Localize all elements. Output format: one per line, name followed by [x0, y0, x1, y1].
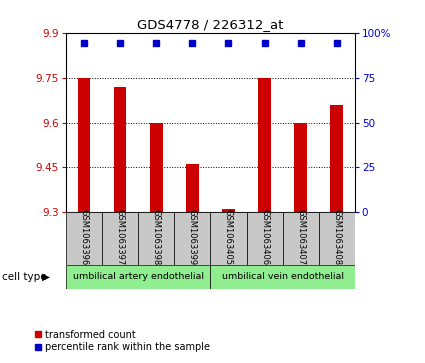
Bar	[186, 164, 198, 212]
Text: GSM1063399: GSM1063399	[188, 209, 197, 265]
Text: GSM1063406: GSM1063406	[260, 209, 269, 265]
Bar	[102, 212, 138, 265]
Bar	[114, 86, 126, 212]
Text: umbilical vein endothelial: umbilical vein endothelial	[221, 272, 344, 281]
Bar	[246, 212, 283, 265]
Text: GSM1063396: GSM1063396	[79, 209, 88, 265]
Bar	[283, 212, 319, 265]
Bar	[222, 209, 235, 212]
Text: ▶: ▶	[42, 272, 50, 282]
Text: GSM1063398: GSM1063398	[152, 209, 161, 265]
Title: GDS4778 / 226312_at: GDS4778 / 226312_at	[137, 19, 283, 32]
Bar	[210, 212, 246, 265]
Bar	[331, 105, 343, 212]
Bar	[258, 78, 271, 212]
Text: cell type: cell type	[2, 272, 47, 282]
Text: GSM1063408: GSM1063408	[332, 209, 341, 265]
Text: GSM1063407: GSM1063407	[296, 209, 305, 265]
Text: GSM1063405: GSM1063405	[224, 209, 233, 265]
Bar	[174, 212, 210, 265]
Bar	[66, 212, 102, 265]
Bar	[138, 212, 174, 265]
Text: umbilical artery endothelial: umbilical artery endothelial	[73, 272, 204, 281]
Bar	[66, 265, 210, 289]
Bar	[150, 123, 162, 212]
Text: GSM1063397: GSM1063397	[116, 209, 125, 265]
Bar	[78, 78, 90, 212]
Bar	[210, 265, 355, 289]
Legend: transformed count, percentile rank within the sample: transformed count, percentile rank withi…	[30, 326, 214, 356]
Bar	[295, 123, 307, 212]
Bar	[319, 212, 355, 265]
